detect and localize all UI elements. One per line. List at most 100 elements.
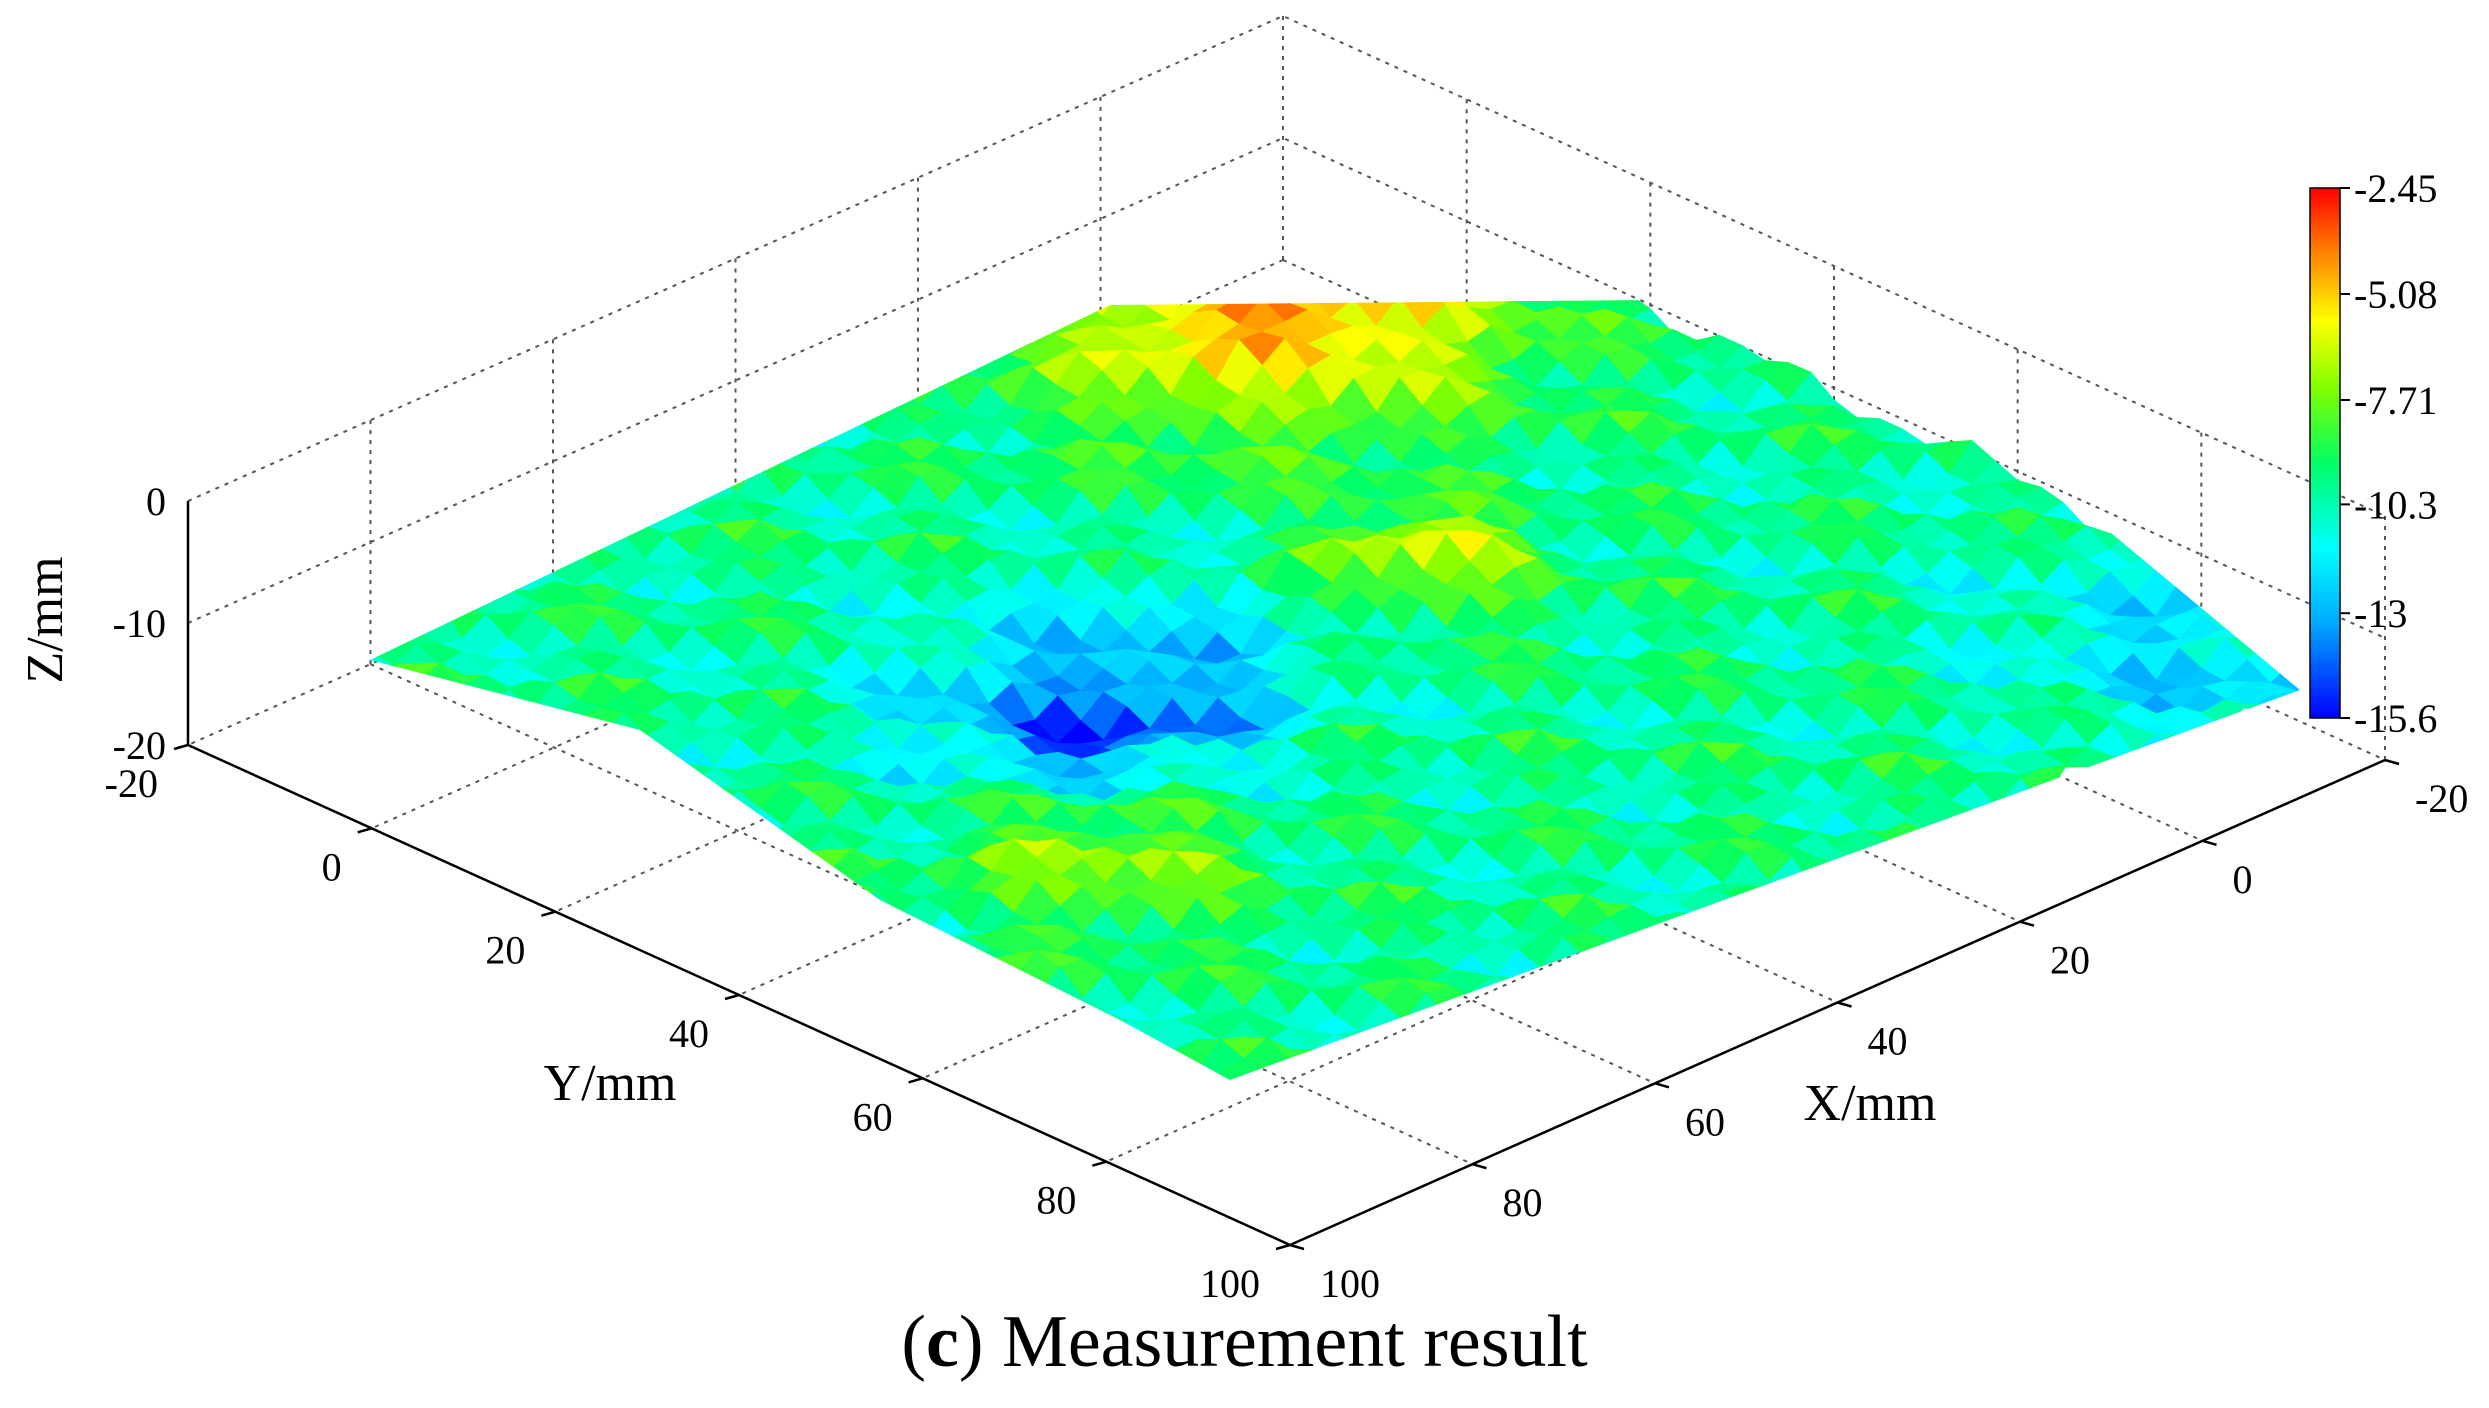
surface-cell [1353, 232, 1399, 246]
surface-cell [1330, 217, 1376, 222]
y-tick-mark [173, 743, 189, 751]
surface-cell [1123, 204, 1169, 226]
surface-cell [1147, 265, 1193, 285]
surface-cell [257, 658, 303, 673]
surface-cell [848, 344, 897, 365]
surface-cell [576, 512, 623, 528]
grid-line-x [370, 663, 1473, 1166]
surface-cell [1101, 223, 1147, 252]
surface-cell [1403, 1047, 1450, 1053]
surface-cell [761, 851, 809, 882]
surface-cell [1536, 244, 1582, 285]
surface-cell [302, 574, 348, 594]
surface-cell [439, 703, 487, 745]
surface-cell [1448, 1032, 1497, 1057]
surface-cell [461, 565, 509, 594]
surface-cell [577, 737, 624, 755]
surface-cell [1653, 946, 1702, 967]
surface-cell [461, 505, 508, 522]
surface-cell [1562, 964, 1611, 991]
surface-cell [940, 316, 988, 360]
surface-cell [986, 305, 1034, 350]
surface-cell [1008, 300, 1057, 312]
surface-cell [1285, 260, 1331, 292]
surface-cell [1307, 217, 1353, 242]
surface-cell [1244, 1100, 1290, 1119]
surface-cell [462, 727, 511, 756]
surface-cell [1193, 234, 1239, 251]
surface-cell [623, 766, 670, 782]
colorbar-tick-label: -2.45 [2354, 166, 2437, 211]
colorbar-tick-label: -5.08 [2354, 272, 2437, 317]
surface-cell [1399, 260, 1445, 287]
surface-cell [985, 300, 1034, 313]
surface-cell [784, 883, 832, 921]
surface-cell [1239, 231, 1285, 251]
y-tick-mark [1091, 1160, 1107, 1167]
surface-cell [1174, 1068, 1223, 1080]
y-tick-mark [540, 910, 556, 917]
surface-cell [1379, 1020, 1429, 1035]
y-tick-label: 0 [322, 844, 342, 889]
surface-cell [462, 703, 510, 729]
surface-cell [691, 817, 740, 835]
surface-cell [1170, 246, 1216, 267]
surface-cell [939, 302, 989, 318]
surface-cell [689, 426, 737, 453]
surface-cell [280, 629, 326, 647]
surface-cell [484, 518, 532, 554]
surface-cell [370, 693, 396, 713]
surface-cell [577, 745, 625, 772]
surface-cell [1238, 171, 1284, 198]
surface-cell [1353, 241, 1399, 261]
surface-cell [666, 439, 715, 462]
surface-cell [737, 832, 786, 863]
surface-cell [669, 787, 717, 828]
surface-cell [738, 852, 785, 865]
surface-cell [2155, 730, 2204, 756]
surface-cell [393, 593, 441, 633]
surface-cell [1239, 251, 1285, 286]
surface-cell [552, 445, 600, 482]
surface-cell [1215, 171, 1261, 205]
surface-cell [2247, 612, 2294, 632]
surface-cell [462, 744, 511, 767]
surface-cell [392, 517, 441, 544]
surface-cell [825, 351, 874, 377]
surface-cell [1516, 970, 1565, 998]
surface-cell [370, 593, 373, 622]
surface-cell [1330, 248, 1376, 274]
surface-cell [234, 623, 280, 640]
surface-cell [1192, 162, 1238, 194]
surface-cell [758, 440, 806, 465]
x-axis-title: X/mm [1804, 1075, 1937, 1132]
surface-cell [1124, 218, 1170, 225]
surface-cell [188, 622, 234, 636]
surface-cell [1238, 198, 1284, 217]
surface-cell [963, 333, 1011, 360]
surface-cell [645, 810, 694, 828]
surface-cell [875, 930, 924, 953]
surface-cell [1329, 187, 1375, 217]
surface-cell [1193, 232, 1239, 253]
surface-cell [1307, 244, 1353, 257]
surface-cell [597, 487, 647, 509]
surface-cell [1352, 172, 1398, 206]
surface-cell [1101, 253, 1147, 261]
surface-cell [415, 508, 463, 544]
surface-cell [507, 710, 556, 731]
surface-cell [1169, 195, 1215, 212]
surface-cell [1306, 211, 1352, 217]
surface-cell [1471, 997, 1519, 1031]
surface-cell [780, 424, 829, 450]
surface-cell [1284, 213, 1330, 226]
surface-cell [370, 664, 396, 695]
surface-cell [1358, 1047, 1405, 1059]
x-tick-label: 40 [1868, 1019, 1908, 1064]
surface-cell [849, 365, 897, 407]
surface-cell [622, 749, 671, 772]
surface-cell [667, 426, 714, 441]
surface-cell [1972, 807, 2022, 825]
figure-caption: (c) Measurement result [901, 1301, 1588, 1383]
surface-cell [921, 936, 970, 960]
